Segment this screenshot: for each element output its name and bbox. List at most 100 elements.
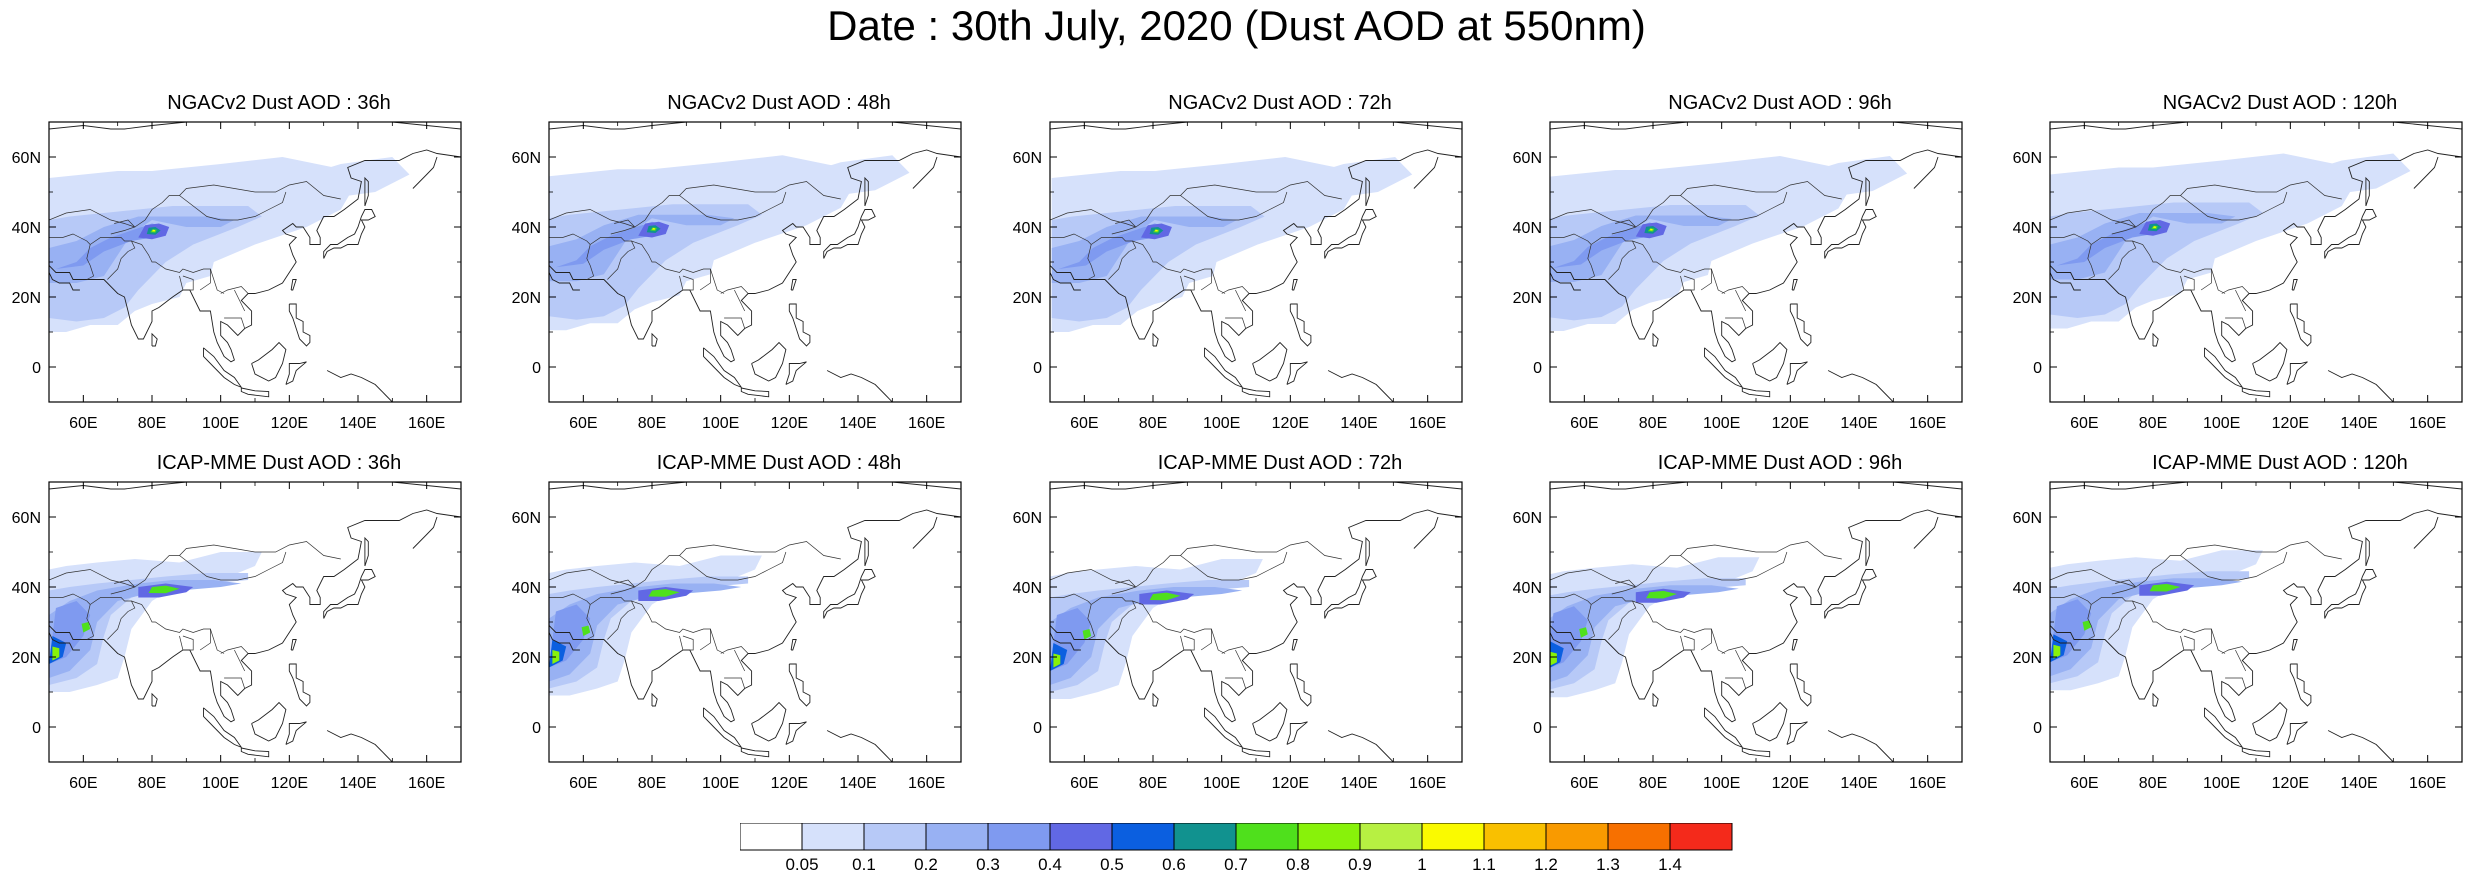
- country-border: [1611, 219, 1637, 235]
- country-border: [2050, 569, 2136, 588]
- map-plot: 60E 80E 100E 120E 140E 160E 60N 40N 20N 0: [1513, 121, 1963, 432]
- coastline: [823, 569, 876, 619]
- coastline: [323, 569, 376, 619]
- coastline: [790, 639, 797, 651]
- country-border: [2091, 237, 2137, 280]
- coastline: [1289, 663, 1312, 707]
- map-plot: 60E 80E 100E 120E 140E 160E 60N 40N 20N 0: [2013, 121, 2463, 432]
- colorbar-swatch: [1545, 823, 1609, 851]
- lat-tick-label: 0: [32, 360, 41, 377]
- map-plot: 60E 80E 100E 120E 140E 160E 60N 40N 20N 0: [12, 121, 462, 432]
- aod-contour-level: [581, 625, 591, 636]
- aod-contour-level: [1550, 651, 1557, 666]
- coastline: [1050, 482, 1462, 490]
- coastline: [1789, 663, 1812, 707]
- coastline: [1786, 721, 1808, 745]
- country-border: [1680, 551, 1788, 581]
- lon-tick-label: 100E: [1703, 415, 1740, 432]
- lon-tick-label: 160E: [1909, 415, 1946, 432]
- lat-tick-label: 20N: [512, 650, 541, 667]
- country-border: [210, 268, 225, 294]
- lon-tick-label: 160E: [1409, 775, 1446, 792]
- coastline: [2413, 516, 2439, 549]
- country-border: [110, 219, 136, 235]
- country-border: [1550, 233, 1592, 245]
- country-border: [1050, 233, 1092, 245]
- coastline: [1204, 347, 1244, 389]
- coastline: [1550, 482, 1962, 490]
- country-border: [90, 597, 136, 640]
- coastline: [1913, 156, 1939, 189]
- country-border: [1611, 579, 1637, 595]
- coastline: [1791, 279, 1798, 291]
- coastline: [1865, 176, 1870, 207]
- coastline: [2327, 730, 2394, 762]
- colorbar-swatch: [801, 823, 865, 851]
- country-border: [586, 604, 595, 640]
- country-border: [679, 191, 787, 221]
- coastline: [364, 176, 369, 207]
- country-border: [2050, 209, 2136, 228]
- coastlines: [549, 122, 961, 402]
- coastline: [1741, 747, 1771, 758]
- coastline: [326, 370, 393, 402]
- country-border: [734, 289, 746, 312]
- colorbar-swatch: [1359, 823, 1423, 851]
- lon-tick-label: 140E: [839, 775, 876, 792]
- map-plot: 60E 80E 100E 120E 140E 160E 60N 40N 20N 0: [12, 481, 462, 792]
- country-border: [679, 551, 787, 581]
- lat-tick-label: 20N: [1513, 650, 1542, 667]
- country-border: [49, 209, 135, 228]
- aod-contour-level: [1550, 215, 1732, 282]
- coastline: [2327, 370, 2394, 402]
- lon-tick-label: 80E: [1639, 775, 1667, 792]
- country-border: [134, 541, 341, 588]
- colorbar-swatch: [1607, 823, 1671, 851]
- coastline: [2050, 482, 2462, 490]
- country-border: [1711, 628, 1726, 654]
- country-border: [549, 593, 591, 605]
- coastline: [251, 341, 287, 382]
- coastline: [1913, 516, 1939, 549]
- colorbar-label: 0.8: [1286, 855, 1310, 871]
- coastlines: [1050, 122, 1462, 402]
- colorbar-swatch: [1421, 823, 1485, 851]
- lat-tick-label: 60N: [1513, 510, 1542, 527]
- lon-tick-label: 100E: [1203, 775, 1240, 792]
- coastline: [1550, 262, 1581, 291]
- map-plot: 60E 80E 100E 120E 140E 160E 60N 40N 20N 0: [512, 121, 962, 432]
- map-panel-ngacv2-96h: NGACv2 Dust AOD : 96h 60E 80E 100E 120E 140E 1…: [1513, 92, 2010, 452]
- aod-contour-level: [652, 228, 656, 230]
- panel-title: NGACv2 Dust AOD : 48h: [667, 92, 891, 114]
- coastlines: [1050, 482, 1462, 762]
- coastline: [2050, 509, 2462, 723]
- coastline: [240, 747, 270, 758]
- lat-tick-label: 20N: [12, 290, 41, 307]
- country-border: [234, 649, 246, 672]
- map-panel-ngacv2-72h: NGACv2 Dust AOD : 72h 60E 80E 100E 120E 140E 1…: [1013, 92, 1510, 452]
- coastline: [703, 707, 743, 749]
- lon-tick-label: 100E: [2203, 775, 2240, 792]
- country-border: [2050, 593, 2092, 605]
- country-border: [1180, 275, 1195, 291]
- lon-tick-label: 160E: [908, 775, 945, 792]
- colorbar-swatch: [1111, 823, 1175, 851]
- lon-tick-label: 60E: [569, 415, 597, 432]
- coastline: [251, 701, 287, 742]
- map-plot: 60E 80E 100E 120E 140E 160E 60N 40N 20N 0: [512, 481, 962, 792]
- coastline: [2324, 209, 2377, 259]
- coastline: [323, 209, 376, 259]
- coastline: [740, 387, 770, 398]
- country-border: [590, 237, 636, 280]
- country-border: [1111, 579, 1137, 595]
- country-border: [2087, 244, 2096, 280]
- coastline: [2413, 156, 2439, 189]
- country-border: [586, 244, 595, 280]
- coastline: [1286, 361, 1308, 385]
- coastline: [1365, 176, 1370, 207]
- aod-contour-level: [2153, 226, 2157, 228]
- lon-tick-label: 120E: [2272, 415, 2309, 432]
- lon-tick-label: 140E: [1840, 775, 1877, 792]
- aod-contour-level: [1646, 590, 1677, 599]
- coastline: [203, 347, 243, 389]
